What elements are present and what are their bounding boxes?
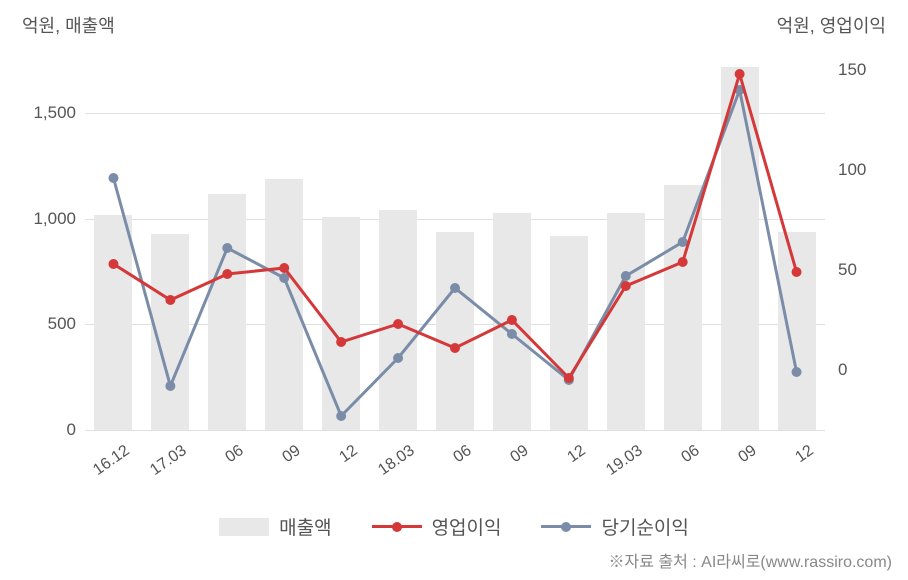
gridline <box>85 430 825 431</box>
x-tick: 09 <box>709 442 760 485</box>
bar <box>379 210 417 430</box>
legend-item-red: 영업이익 <box>372 513 502 540</box>
x-tick: 12 <box>310 442 361 485</box>
y-tick-right: 0 <box>838 360 847 380</box>
legend: 매출액 영업이익 당기순이익 <box>0 513 908 540</box>
y-tick-right: 100 <box>838 160 866 180</box>
legend-item-blue: 당기순이익 <box>541 513 688 540</box>
gridline <box>85 113 825 114</box>
x-tick: 12 <box>538 442 589 485</box>
bar <box>607 213 645 430</box>
legend-swatch-blue <box>541 525 591 528</box>
x-tick: 16.12 <box>82 442 133 485</box>
plot-area <box>85 50 825 430</box>
x-tick: 06 <box>424 442 475 485</box>
y-axis-right-label: 억원, 영업이익 <box>777 12 886 38</box>
y-tick-left: 500 <box>16 314 76 334</box>
x-tick: 18.03 <box>367 442 418 485</box>
x-tick: 12 <box>766 442 817 485</box>
y-axis-left-label: 억원, 매출액 <box>22 12 115 38</box>
legend-label-bar: 매출액 <box>279 513 331 540</box>
bar <box>265 179 303 430</box>
x-tick: 06 <box>196 442 247 485</box>
x-tick: 17.03 <box>139 442 190 485</box>
y-tick-left: 1,000 <box>16 209 76 229</box>
bar <box>664 185 702 430</box>
y-tick-right: 50 <box>838 260 857 280</box>
bar <box>322 217 360 430</box>
bar <box>208 194 246 430</box>
legend-swatch-red <box>372 525 422 528</box>
x-tick: 19.03 <box>595 442 646 485</box>
legend-label-blue: 당기순이익 <box>601 513 688 540</box>
bar <box>151 234 189 430</box>
y-tick-left: 0 <box>16 420 76 440</box>
legend-label-red: 영업이익 <box>432 513 502 540</box>
y-tick-left: 1,500 <box>16 103 76 123</box>
chart-container: 억원, 매출액 억원, 영업이익 0 500 1,000 1,500 0 50 100 15… <box>0 0 908 580</box>
legend-swatch-bar <box>219 518 269 536</box>
bar <box>721 67 759 430</box>
source-text: ※자료 출처 : AI라씨로(www.rassiro.com) <box>608 548 892 572</box>
bar <box>778 232 816 430</box>
gridline <box>85 219 825 220</box>
bar <box>94 215 132 430</box>
bar <box>493 213 531 430</box>
y-tick-right: 150 <box>838 60 866 80</box>
legend-item-bar: 매출액 <box>219 513 331 540</box>
bar <box>436 232 474 430</box>
x-tick: 06 <box>652 442 703 485</box>
x-tick: 09 <box>481 442 532 485</box>
bar <box>550 236 588 430</box>
x-tick: 09 <box>253 442 304 485</box>
